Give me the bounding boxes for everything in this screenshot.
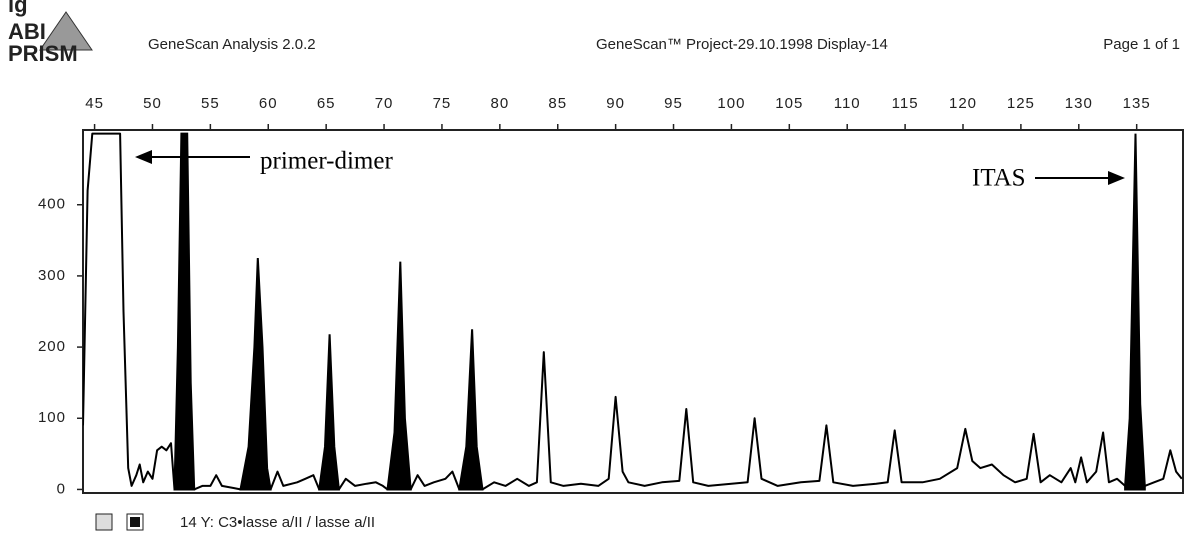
y-tick-label: 100	[38, 409, 66, 426]
y-tick-label: 400	[38, 196, 66, 213]
trace-group	[83, 132, 1183, 491]
trace-line	[1144, 449, 1183, 487]
y-tick-label: 0	[57, 480, 66, 497]
annotation: primer-dimer	[260, 148, 393, 175]
annotation: ITAS	[972, 165, 1026, 192]
trace-line	[481, 351, 1126, 491]
arrow-head	[135, 150, 152, 164]
x-tick-label: 90	[606, 95, 625, 112]
trace-line	[338, 477, 389, 491]
peak-fill	[1124, 133, 1146, 491]
x-tick-label: 125	[1007, 95, 1035, 112]
peak-fill	[239, 258, 272, 491]
trace-line	[409, 470, 461, 490]
x-tick-label: 55	[201, 95, 220, 112]
peak-fill	[318, 334, 340, 491]
x-tick-label: 60	[259, 95, 278, 112]
logo-triangle	[39, 11, 93, 51]
x-tick-label: 105	[775, 95, 803, 112]
x-tick-label: 130	[1065, 95, 1093, 112]
arrow-head	[1108, 171, 1125, 185]
x-tick-label: 75	[433, 95, 452, 112]
x-tick-label: 65	[317, 95, 336, 112]
x-tick-label: 120	[949, 95, 977, 112]
project-name: GeneScan™ Project-29.10.1998 Display-14	[596, 36, 888, 53]
x-tick-label: 80	[490, 95, 509, 112]
x-tick-label: 100	[717, 95, 745, 112]
plot-frame	[82, 129, 1184, 494]
y-tick-label: 200	[38, 338, 66, 355]
x-tick-label: 50	[143, 95, 162, 112]
peak-fill	[386, 261, 412, 491]
logo-bottom: PRISM	[8, 41, 78, 66]
peak-fill	[173, 132, 196, 491]
x-tick-label: 115	[892, 95, 919, 112]
x-tick-label: 45	[85, 95, 104, 112]
x-tick-label: 135	[1123, 95, 1151, 112]
y-tick-label: 300	[38, 267, 66, 284]
peak-fill	[458, 329, 484, 491]
app-name: GeneScan Analysis 2.0.2	[148, 36, 316, 53]
page-number: Page 1 of 1	[1103, 36, 1180, 53]
trace-line	[269, 470, 321, 490]
figure-label: ig	[8, 0, 28, 17]
icon[interactable]	[95, 513, 113, 531]
trace-line	[193, 474, 241, 491]
icon-inner	[130, 517, 140, 527]
footer-label: 14 Y: C3•lasse a/II / lasse a/II	[180, 514, 375, 531]
x-tick-label: 95	[664, 95, 683, 112]
x-tick-label: 85	[548, 95, 567, 112]
logo-top: ABI	[8, 19, 46, 44]
trace-line	[83, 132, 176, 490]
x-tick-label: 110	[834, 95, 861, 112]
x-tick-label: 70	[375, 95, 394, 112]
